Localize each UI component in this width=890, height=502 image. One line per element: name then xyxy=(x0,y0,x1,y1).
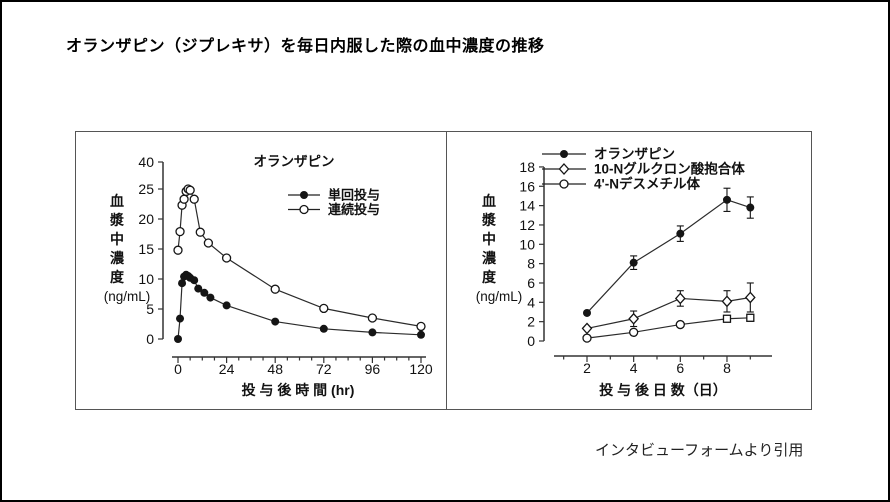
svg-text:14: 14 xyxy=(519,198,535,214)
svg-text:漿: 漿 xyxy=(109,212,125,228)
svg-text:度: 度 xyxy=(482,269,497,285)
svg-text:漿: 漿 xyxy=(481,212,497,228)
left-chart-svg: 0 5 10 15 20 25 40 0 24 48 72 96 120 投 与 後 時 間 (hr) 血漿… xyxy=(104,154,433,398)
svg-text:連続投与: 連続投与 xyxy=(328,202,380,217)
citation-text: インタビューフォームより引用 xyxy=(595,442,804,459)
left-chart-panel: 0 5 10 15 20 25 40 0 24 48 72 96 120 投 与 後 時 間 (hr) 血漿… xyxy=(76,132,447,409)
svg-text:20: 20 xyxy=(138,211,154,227)
svg-text:4: 4 xyxy=(527,294,535,310)
svg-text:中: 中 xyxy=(482,231,496,247)
svg-text:単回投与: 単回投与 xyxy=(328,188,380,203)
svg-text:2: 2 xyxy=(527,314,535,330)
svg-text:6: 6 xyxy=(527,275,535,291)
svg-text:投 与 後 日 数（日）: 投 与 後 日 数（日） xyxy=(599,382,727,398)
svg-text:96: 96 xyxy=(365,361,381,377)
svg-text:4: 4 xyxy=(630,360,638,376)
svg-text:4'-Nデスメチル体: 4'-Nデスメチル体 xyxy=(594,176,700,192)
svg-text:血: 血 xyxy=(482,193,496,209)
svg-text:18: 18 xyxy=(519,159,535,175)
svg-text:8: 8 xyxy=(723,360,731,376)
svg-text:72: 72 xyxy=(316,361,332,377)
svg-text:中: 中 xyxy=(110,231,124,247)
svg-text:48: 48 xyxy=(267,361,283,377)
svg-text:濃: 濃 xyxy=(110,250,125,266)
svg-text:6: 6 xyxy=(676,360,684,376)
svg-text:10: 10 xyxy=(519,236,535,252)
svg-text:オランザピン: オランザピン xyxy=(254,154,335,169)
svg-text:度: 度 xyxy=(110,269,125,285)
svg-text:25: 25 xyxy=(138,181,154,197)
svg-text:120: 120 xyxy=(409,361,433,377)
right-chart-panel: 0 2 4 6 8 10 12 14 16 18 2 4 6 8 投 与 後 日 数（日） 血漿中濃度 (ng/… xyxy=(447,132,811,409)
svg-text:40: 40 xyxy=(138,154,154,170)
figure-box: 0 5 10 15 20 25 40 0 24 48 72 96 120 投 与 後 時 間 (hr) 血漿… xyxy=(75,131,812,410)
svg-text:(ng/mL): (ng/mL) xyxy=(476,289,523,304)
svg-text:5: 5 xyxy=(146,301,154,317)
svg-text:24: 24 xyxy=(219,361,235,377)
svg-text:8: 8 xyxy=(527,256,535,272)
svg-text:10: 10 xyxy=(138,271,154,287)
svg-text:15: 15 xyxy=(138,241,154,257)
svg-text:16: 16 xyxy=(519,178,535,194)
svg-text:濃: 濃 xyxy=(482,250,497,266)
svg-text:オランザピン: オランザピン xyxy=(594,147,675,162)
svg-text:2: 2 xyxy=(583,360,591,376)
page-title: オランザピン（ジプレキサ）を毎日内服した際の血中濃度の推移 xyxy=(66,38,545,55)
svg-text:(ng/mL): (ng/mL) xyxy=(104,289,151,304)
svg-text:投 与 後 時 間 (hr): 投 与 後 時 間 (hr) xyxy=(242,382,355,398)
svg-text:12: 12 xyxy=(519,217,535,233)
svg-text:0: 0 xyxy=(527,333,535,349)
svg-text:0: 0 xyxy=(174,361,182,377)
svg-text:10-Nグルクロン酸抱合体: 10-Nグルクロン酸抱合体 xyxy=(594,161,745,177)
svg-text:血: 血 xyxy=(110,193,124,209)
svg-text:0: 0 xyxy=(146,331,154,347)
